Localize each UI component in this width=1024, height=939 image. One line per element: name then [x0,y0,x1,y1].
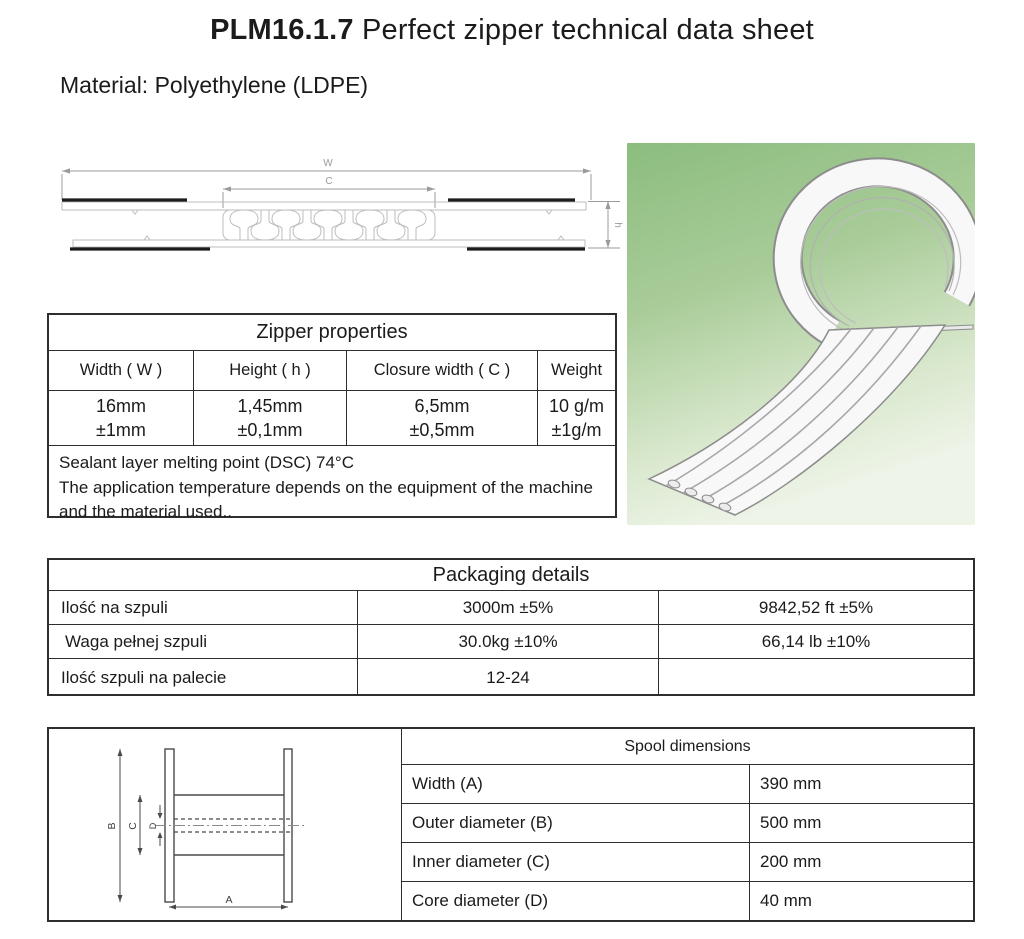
table-row: Waga pełnej szpuli 30.0kg ±10% 66,14 lb … [49,624,973,658]
packaging-row-label: Waga pełnej szpuli [65,631,208,651]
weight-value-cell: 10 g/m ±1g/m [537,391,615,445]
dim-label-w: W [323,158,333,169]
width-value-cell: 16mm ±1mm [49,391,193,445]
packaging-details-table: Packaging details Ilość na szpuli 3000m … [47,558,975,696]
spool-drawing: B C D A [106,748,305,910]
spool-row-label: Inner diameter (C) [402,843,750,881]
packaging-row-metric: 12-24 [357,659,658,696]
table-row: Core diameter (D) 40 mm [402,881,973,920]
zipper-properties-header-row: Width ( W ) Height ( h ) Closure width (… [49,350,615,390]
packaging-row-imperial: 9842,52 ft ±5% [658,591,973,624]
width-tolerance: ±1mm [96,420,146,440]
col-header-height: Height ( h ) [193,351,346,390]
packaging-row-metric: 3000m ±5% [357,591,658,624]
table-row: Inner diameter (C) 200 mm [402,842,973,881]
closure-width-value: 6,5mm [414,395,470,416]
spool-table: Spool dimensions Width (A) 390 mm Outer … [401,729,973,920]
packaging-row-label: Ilość na szpuli [61,597,168,617]
page-title-rest: Perfect zipper technical data sheet [353,14,814,46]
spool-row-value: 500 mm [760,813,822,832]
zipper-properties-table: Zipper properties Width ( W ) Height ( h… [47,313,617,521]
note-melting-point: Sealant layer melting point (DSC) 74°C [59,453,354,472]
weight-value: 10 g/m [548,395,605,416]
packaging-row-label: Ilość szpuli na palecie [61,667,227,687]
zipper-properties-title: Zipper properties [256,321,408,343]
spool-row-label: Core diameter (D) [402,882,750,920]
zipper-properties-values-row: 16mm ±1mm 1,45mm ±0,1mm 6,5mm ±0,5mm 10 … [49,390,615,445]
packaging-row-imperial: 66,14 lb ±10% [658,625,973,658]
spool-row-value: 200 mm [760,852,822,871]
table-row: Ilość na szpuli 3000m ±5% 9842,52 ft ±5% [49,590,973,624]
height-value: 1,45mm [237,395,303,416]
spool-dim-label-a: A [225,894,232,906]
weight-tolerance: ±1g/m [551,420,602,440]
material-line: Material: Polyethylene (LDPE) [60,72,369,98]
dim-label-c: C [325,176,332,187]
zipper-cross-section-drawing: W C h [61,158,623,251]
product-code: PLM16.1.7 [210,14,354,46]
table-row: Outer diameter (B) 500 mm [402,803,973,842]
zipper-properties-note: Sealant layer melting point (DSC) 74°C T… [49,445,615,525]
closure-width-tolerance: ±0,5mm [409,420,475,440]
spool-dimensions-title: Spool dimensions [624,737,751,755]
packaging-row-imperial [658,659,973,696]
height-tolerance: ±0,1mm [237,420,303,440]
spool-dim-label-d: D [148,822,158,829]
spool-dim-label-b: B [106,822,118,829]
closure-width-value-cell: 6,5mm ±0,5mm [346,391,537,445]
height-value-cell: 1,45mm ±0,1mm [193,391,346,445]
table-row: Width (A) 390 mm [402,764,973,803]
spool-drawing-cell: B C D A [49,729,401,920]
spool-dim-label-c: C [127,822,139,830]
spool-row-label: Outer diameter (B) [402,804,750,842]
page-title: PLM16.1.7 Perfect zipper technical data … [0,14,1024,47]
spool-dimensions-block: B C D A Spool dimensions Width (A) 390 m… [47,727,975,922]
spool-row-value: 40 mm [760,891,812,910]
spool-row-label: Width (A) [402,765,750,803]
dim-label-h: h [612,222,623,228]
packaging-row-metric: 30.0kg ±10% [357,625,658,658]
col-header-closure-width: Closure width ( C ) [346,351,537,390]
spool-row-value: 390 mm [760,774,822,793]
packaging-details-title: Packaging details [432,563,590,586]
product-photo [627,143,975,525]
col-header-width: Width ( W ) [79,361,163,379]
width-value: 16mm [95,395,146,416]
col-header-weight: Weight [537,351,615,390]
table-row: Ilość szpuli na palecie 12-24 [49,658,973,696]
note-application-temperature: The application temperature depends on t… [59,477,593,522]
